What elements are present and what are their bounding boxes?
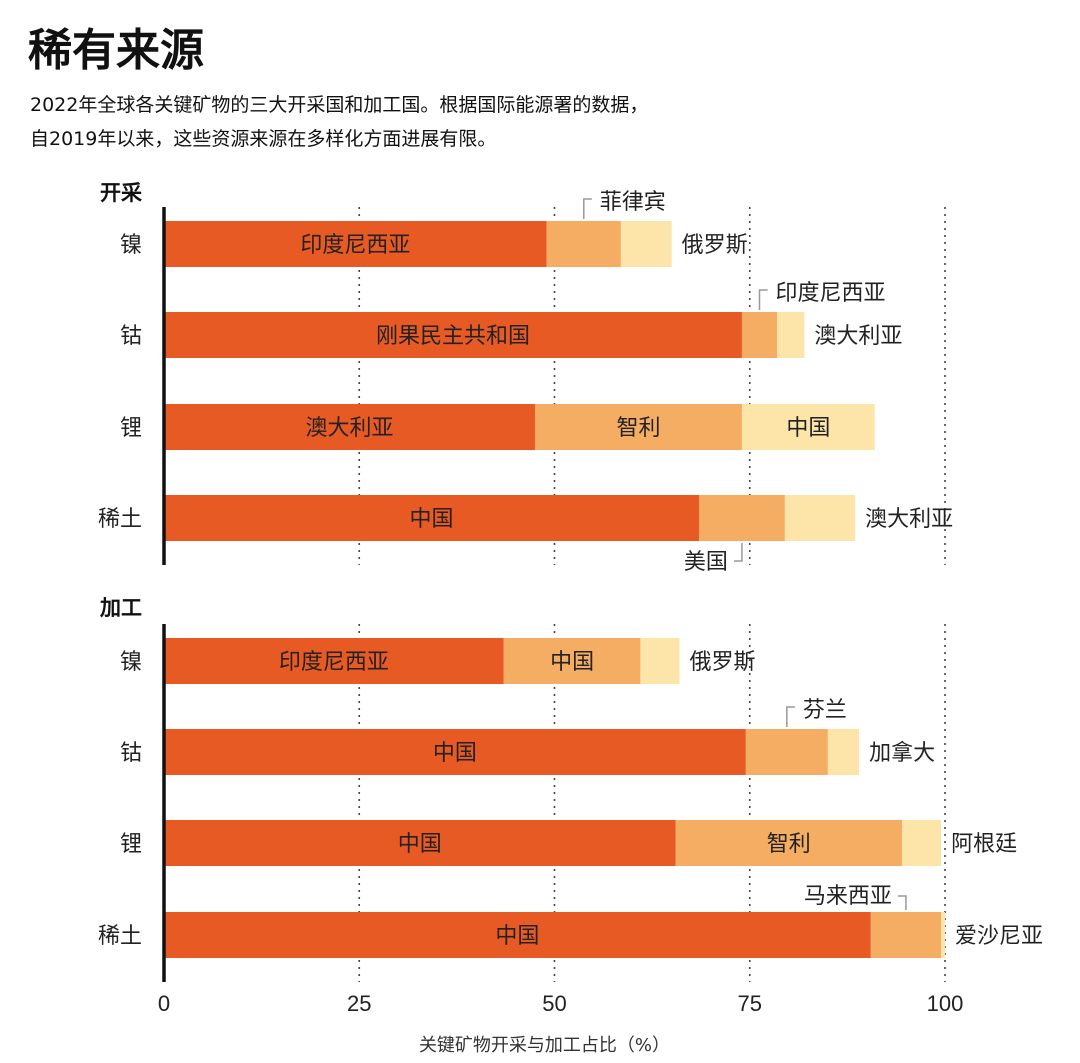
row-label-1-3: 锂 bbox=[120, 416, 142, 441]
bar-segment-2-1-3 bbox=[640, 638, 680, 684]
bar-label-2-3-3: 阿根廷 bbox=[951, 832, 1017, 857]
bar-segment-2-1-2 bbox=[503, 638, 641, 684]
chart-title: 稀有来源 bbox=[28, 25, 204, 76]
bar-label-1-4-1: 中国 bbox=[409, 507, 453, 532]
bar-segment-1-1-1 bbox=[164, 221, 547, 267]
x-tick-label-0: 0 bbox=[158, 991, 170, 1016]
bar-label-2-4-2: 马来西亚 bbox=[804, 884, 892, 909]
bar-segment-1-1-3 bbox=[620, 221, 672, 267]
row-label-1-1: 镍 bbox=[120, 233, 142, 258]
row-label-1-4: 稀土 bbox=[98, 507, 142, 532]
bar-label-2-4-3: 爱沙尼亚 bbox=[955, 924, 1043, 949]
bar-segment-1-2-2 bbox=[741, 312, 778, 358]
bar-label-1-2-1: 刚果民主共和国 bbox=[376, 324, 530, 349]
bar-label-1-3-1: 澳大利亚 bbox=[305, 416, 393, 441]
bar-segment-2-1-1 bbox=[164, 638, 504, 684]
x-tick-label-100: 100 bbox=[927, 991, 964, 1016]
bar-label-2-1-2: 中国 bbox=[550, 650, 594, 675]
bar-label-2-1-1: 印度尼西亚 bbox=[279, 650, 389, 675]
bar-segment-1-2-1 bbox=[164, 312, 742, 358]
x-axis-title: 关键矿物开采与加工占比（%） bbox=[419, 1035, 670, 1056]
bar-segment-1-3-2 bbox=[534, 404, 742, 450]
bar-label-1-4-3: 澳大利亚 bbox=[865, 507, 953, 532]
leader-line-2-2 bbox=[786, 706, 795, 727]
bar-segment-2-2-3 bbox=[827, 729, 860, 775]
leader-line-1-2 bbox=[758, 289, 768, 310]
leader-line-2-4 bbox=[897, 895, 907, 910]
leader-line-1-1 bbox=[583, 198, 592, 219]
bar-label-2-2-2: 芬兰 bbox=[803, 698, 847, 723]
subtitle-line-2: 自2019年以来，这些资源来源在多样化方面进展有限。 bbox=[30, 128, 497, 150]
x-tick-label-50: 50 bbox=[542, 991, 566, 1016]
bar-segment-2-4-3 bbox=[941, 912, 945, 958]
bar-segment-2-2-2 bbox=[745, 729, 828, 775]
bar-segment-1-3-1 bbox=[164, 404, 535, 450]
x-tick-label-75: 75 bbox=[738, 991, 762, 1016]
bar-label-2-3-2: 智利 bbox=[767, 832, 811, 857]
x-tick-label-25: 25 bbox=[347, 991, 371, 1016]
section-label-1: 开采 bbox=[100, 181, 142, 205]
bar-label-1-2-2: 印度尼西亚 bbox=[776, 281, 886, 306]
leader-line-1-4 bbox=[733, 543, 743, 562]
row-label-2-2: 钴 bbox=[120, 741, 142, 766]
bar-label-2-3-1: 中国 bbox=[398, 832, 442, 857]
chart-subtitle: 2022年全球各关键矿物的三大开采国和加工国。根据国际能源署的数据， 自2019… bbox=[30, 88, 1030, 156]
bar-segment-2-3-1 bbox=[164, 820, 676, 866]
bar-segment-2-2-1 bbox=[164, 729, 746, 775]
row-label-2-3: 锂 bbox=[120, 832, 142, 857]
bar-segment-1-2-3 bbox=[777, 312, 805, 358]
bar-label-1-1-3: 俄罗斯 bbox=[682, 233, 748, 258]
bar-segment-2-3-3 bbox=[902, 820, 942, 866]
bar-label-1-3-2: 智利 bbox=[616, 416, 660, 441]
bar-label-2-4-1: 中国 bbox=[495, 924, 539, 949]
bar-label-1-1-1: 印度尼西亚 bbox=[300, 233, 410, 258]
bar-label-2-2-3: 加拿大 bbox=[869, 740, 935, 766]
bar-label-1-4-2: 美国 bbox=[684, 550, 728, 575]
bar-segment-1-3-3 bbox=[741, 404, 875, 450]
bar-label-1-1-2: 菲律宾 bbox=[600, 190, 666, 215]
bar-label-1-2-3: 澳大利亚 bbox=[814, 324, 902, 349]
row-label-2-1: 镍 bbox=[120, 650, 142, 675]
bar-segment-2-3-2 bbox=[675, 820, 903, 866]
bar-label-1-3-3: 中国 bbox=[786, 416, 830, 441]
bar-segment-1-1-2 bbox=[546, 221, 621, 267]
bar-segment-1-4-1 bbox=[164, 495, 699, 541]
bar-segment-1-4-2 bbox=[698, 495, 785, 541]
section-label-2: 加工 bbox=[99, 596, 142, 620]
bar-label-2-1-3: 俄罗斯 bbox=[689, 650, 755, 675]
row-label-2-4: 稀土 bbox=[98, 924, 142, 949]
bar-segment-2-4-1 bbox=[164, 912, 871, 958]
row-label-1-2: 钴 bbox=[120, 324, 142, 349]
bar-label-2-2-1: 中国 bbox=[433, 741, 477, 766]
subtitle-line-1: 2022年全球各关键矿物的三大开采国和加工国。根据国际能源署的数据， bbox=[30, 94, 649, 116]
bar-segment-2-4-2 bbox=[870, 912, 942, 958]
bar-segment-1-4-3 bbox=[784, 495, 856, 541]
